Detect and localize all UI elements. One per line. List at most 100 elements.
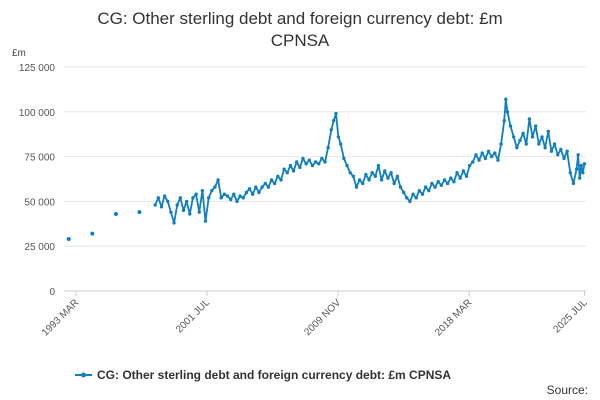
data-point [244, 190, 249, 195]
data-point [408, 199, 412, 204]
data-point [178, 196, 183, 200]
data-point [439, 183, 444, 187]
data-point [247, 187, 252, 191]
data-point [307, 158, 311, 162]
data-point [364, 172, 368, 177]
data-point [357, 178, 362, 182]
data-point [546, 129, 550, 134]
data-point [442, 178, 447, 182]
data-point [452, 179, 456, 184]
x-tick-label: 2001 JUL [174, 297, 212, 335]
data-point [336, 135, 341, 139]
data-point [188, 212, 192, 216]
data-point [339, 142, 343, 146]
data-point [389, 171, 393, 175]
data-point [555, 153, 560, 157]
data-point [540, 135, 544, 139]
data-point [578, 176, 582, 180]
data-point [288, 163, 293, 168]
series-line [154, 98, 586, 224]
data-point [279, 178, 283, 182]
data-point [232, 192, 236, 196]
data-point [282, 167, 286, 171]
y-axis: 0 25 000 50 000 75 000 100 000 125 000 [19, 63, 56, 298]
data-point [361, 181, 365, 186]
data-point [317, 162, 321, 166]
data-point [113, 211, 118, 216]
data-point [169, 210, 173, 214]
y-tick-label: 75 000 [24, 153, 55, 164]
data-point [200, 188, 205, 193]
data-point [216, 178, 220, 182]
data-point [269, 178, 274, 182]
data-point [458, 176, 462, 180]
data-point [191, 196, 195, 200]
data-point [565, 149, 569, 153]
data-point [376, 163, 381, 168]
y-tick-label: 25 000 [24, 242, 55, 253]
data-point [430, 181, 434, 186]
data-point [331, 119, 336, 123]
data-point [260, 185, 264, 189]
data-point [241, 196, 245, 200]
data-point [568, 171, 572, 175]
data-point [206, 196, 211, 200]
data-point [552, 142, 557, 146]
x-tick-label: 1993 MAR [40, 297, 81, 338]
data-point [411, 192, 415, 196]
data-point [276, 174, 280, 179]
data-point [464, 174, 469, 179]
data-point [502, 119, 506, 123]
data-point [379, 178, 384, 182]
data-point [310, 163, 315, 168]
data-point [175, 203, 179, 207]
data-point [543, 145, 547, 150]
legend[interactable]: CG: Other sterling debt and foreign curr… [75, 368, 451, 382]
data-point [574, 167, 579, 171]
data-point [250, 192, 255, 196]
data-point [549, 149, 554, 153]
data-point [219, 196, 223, 200]
data-point [323, 160, 327, 164]
data-point [257, 190, 261, 195]
data-point [225, 194, 230, 198]
data-point [210, 188, 214, 193]
data-point [511, 135, 516, 139]
data-point [162, 194, 167, 198]
data-point [304, 162, 308, 166]
data-point [471, 160, 475, 164]
legend-marker [81, 372, 86, 378]
data-point [395, 174, 400, 179]
gridlines [64, 66, 586, 247]
data-point [417, 188, 422, 193]
data-point [515, 145, 519, 150]
data-point [367, 178, 371, 182]
data-point [386, 176, 390, 180]
y-tick-label: 100 000 [19, 108, 56, 119]
data-point [66, 237, 71, 242]
data-point [496, 158, 500, 162]
data-point [266, 185, 271, 189]
data-point [474, 153, 478, 157]
data-point [571, 181, 576, 186]
data-point [194, 192, 198, 196]
data-point [436, 179, 440, 184]
data-point [326, 145, 330, 150]
data-point [166, 199, 170, 204]
data-point [238, 194, 242, 198]
chart-title-line-1: CG: Other sterling debt and foreign curr… [97, 9, 502, 28]
data-point [320, 156, 324, 161]
legend-label: CG: Other sterling debt and foreign curr… [97, 368, 451, 382]
data-point [351, 174, 356, 179]
data-point [392, 181, 396, 186]
data-point [370, 171, 374, 175]
data-point [345, 163, 349, 168]
x-tick-label: 2018 MAR [433, 297, 474, 338]
data-point [373, 174, 378, 179]
data-point [445, 181, 450, 186]
data-point [342, 156, 346, 161]
data-point [524, 142, 528, 146]
data-point [427, 188, 431, 193]
data-point [184, 199, 189, 204]
